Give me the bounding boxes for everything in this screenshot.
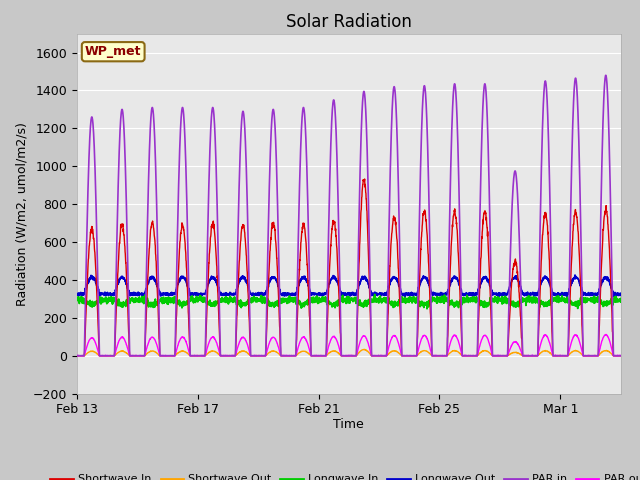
X-axis label: Time: Time	[333, 418, 364, 431]
Text: WP_met: WP_met	[85, 45, 141, 58]
Title: Solar Radiation: Solar Radiation	[286, 12, 412, 31]
Legend: Shortwave In, Shortwave Out, Longwave In, Longwave Out, PAR in, PAR out: Shortwave In, Shortwave Out, Longwave In…	[46, 470, 640, 480]
Y-axis label: Radiation (W/m2, umol/m2/s): Radiation (W/m2, umol/m2/s)	[15, 121, 29, 306]
